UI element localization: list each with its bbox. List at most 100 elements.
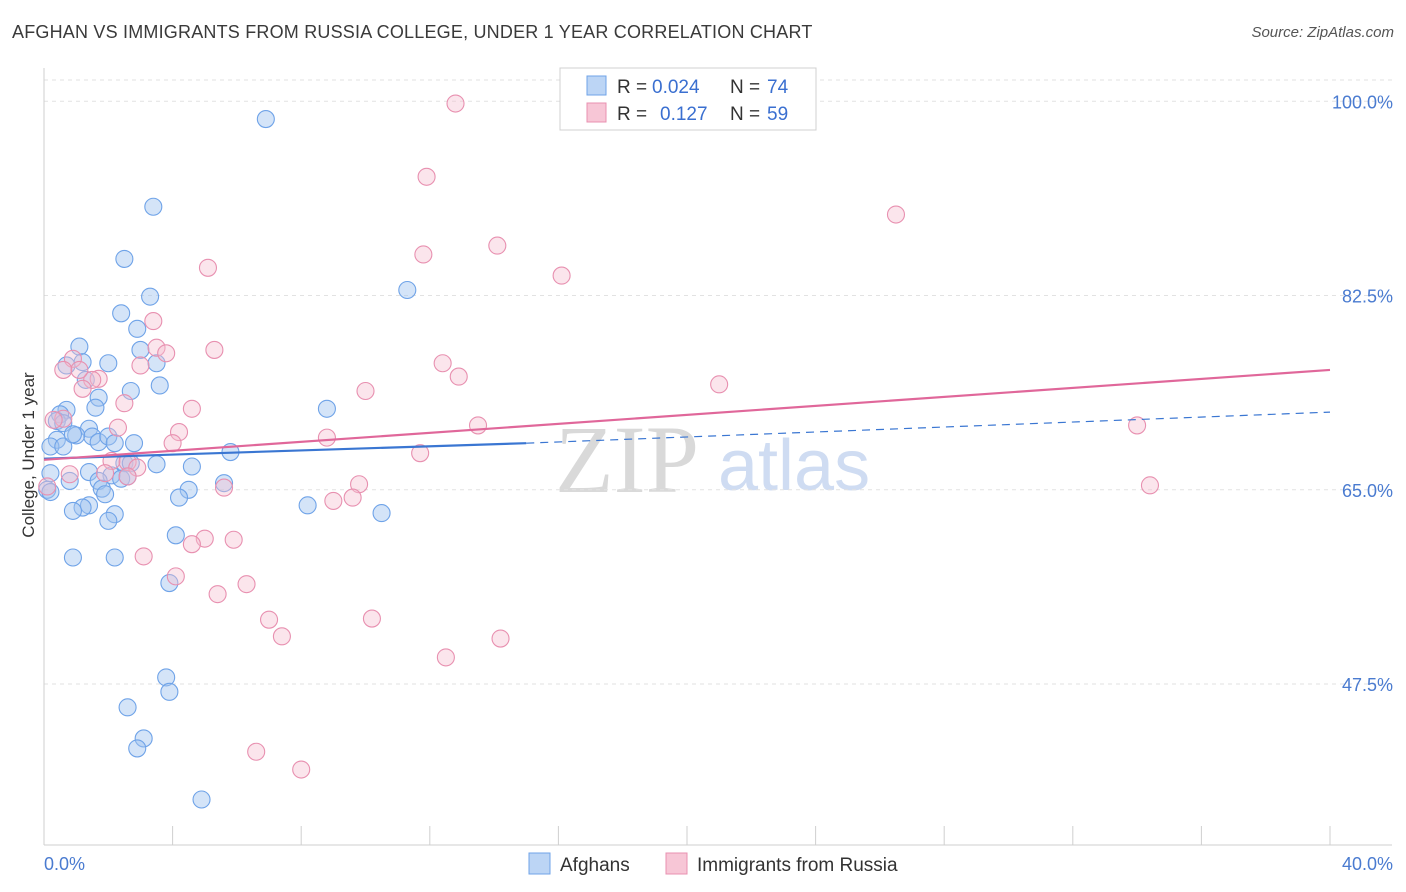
russia-point (224, 530, 243, 549)
russia-point (73, 379, 92, 398)
russia-point (166, 567, 185, 586)
source-label: Source: ZipAtlas.com (1251, 24, 1394, 41)
russia-point (108, 418, 127, 437)
afghans-point (147, 455, 166, 474)
russia-point (54, 360, 73, 379)
afghans-point (150, 376, 169, 395)
afghans-point (298, 496, 317, 515)
y-tick-label: 100.0% (1332, 92, 1393, 112)
afghans-point (160, 573, 179, 593)
russia-point (436, 648, 455, 667)
watermark-zip: ZIP (555, 406, 699, 513)
russia-point (60, 465, 79, 484)
afghans-point (47, 430, 66, 449)
russia-point (70, 360, 89, 379)
afghans-point (105, 505, 124, 524)
afghans-point (41, 482, 60, 502)
y-tick-label: 47.5% (1342, 675, 1393, 695)
series-afghans-points (38, 110, 417, 809)
russia-point (272, 627, 291, 646)
legend-r-value-russia: 0.127 (660, 104, 708, 125)
afghans-point (182, 457, 201, 476)
afghans-point (147, 354, 166, 373)
afghans-point (131, 340, 150, 359)
bottom-legend-swatch-afghans (528, 852, 551, 875)
afghans-point (41, 437, 60, 456)
afghans-point (179, 480, 198, 499)
russia-point (446, 94, 465, 113)
russia-point (488, 236, 507, 255)
russia-point (411, 444, 430, 463)
legend-n-label-afghans: N = (730, 77, 760, 98)
russia-point (292, 760, 311, 779)
russia-point (324, 491, 343, 510)
russia-point (886, 205, 906, 224)
chart-title: AFGHAN VS IMMIGRANTS FROM RUSSIA COLLEGE… (12, 22, 813, 42)
afghans-point (372, 504, 391, 523)
russia-point (362, 609, 381, 628)
bottom-legend-swatch-russia (665, 852, 688, 875)
legend-n-value-russia: 59 (767, 104, 788, 125)
legend-swatch-afghans (586, 75, 607, 96)
afghans-point (112, 304, 131, 323)
russia-point (468, 416, 488, 435)
russia-point (182, 535, 201, 554)
russia-point (131, 356, 150, 375)
russia-point (134, 547, 153, 566)
afghans-point (214, 474, 234, 493)
afghans-point (96, 485, 115, 504)
afghans-point (192, 790, 211, 809)
russia-point (247, 742, 266, 761)
legend-n-label-russia: N = (730, 104, 760, 125)
afghans-point (124, 434, 144, 453)
afghans-point (99, 511, 118, 530)
trend-afghans-solid (43, 442, 527, 460)
trend-lines (43, 368, 1331, 461)
russia-point (214, 478, 234, 497)
trend-russia (43, 368, 1331, 461)
russia-point (198, 258, 218, 277)
russia-point (449, 367, 468, 386)
russia-point (433, 354, 452, 373)
legend-swatch-russia (586, 102, 607, 123)
y-tick-label: 65.0% (1342, 481, 1393, 501)
russia-point (182, 399, 201, 418)
afghans-point (73, 498, 92, 517)
russia-point (118, 467, 137, 486)
bottom-legend-label-afghans: Afghans (560, 855, 630, 876)
russia-point (1128, 416, 1147, 435)
tick-labels: 47.5% 65.0% 82.5% 100.0% 0.0% 40.0% (44, 92, 1393, 874)
russia-point (96, 464, 115, 483)
afghans-point (160, 682, 179, 701)
russia-point (147, 338, 166, 357)
russia-point (144, 312, 163, 331)
afghans-point (63, 425, 82, 444)
russia-point (163, 434, 182, 453)
bottom-legend-label-russia: Immigrants from Russia (697, 855, 898, 876)
legend-r-label-afghans: R = (617, 77, 647, 98)
russia-point (710, 375, 729, 394)
afghans-point (89, 388, 108, 407)
afghans-point (99, 354, 118, 373)
russia-point (317, 428, 336, 447)
bottom-legend: Afghans Immigrants from Russia (528, 852, 898, 876)
russia-point (54, 409, 73, 428)
afghans-point (63, 548, 82, 567)
afghans-point (144, 197, 163, 216)
afghans-point (317, 399, 336, 418)
legend-n-value-afghans: 74 (767, 77, 789, 98)
afghans-point (169, 488, 189, 507)
afghans-point (141, 287, 160, 306)
axes (43, 68, 1392, 846)
y-tick-label: 82.5% (1342, 287, 1393, 307)
afghans-point (63, 501, 82, 520)
x-tick-label: 0.0% (44, 854, 85, 874)
russia-point (44, 410, 63, 429)
russia-point (491, 629, 510, 648)
afghans-point (256, 110, 275, 129)
russia-point (38, 477, 57, 496)
russia-point (157, 344, 176, 363)
legend-r-label-russia: R = (617, 104, 647, 125)
afghans-point (89, 433, 108, 452)
